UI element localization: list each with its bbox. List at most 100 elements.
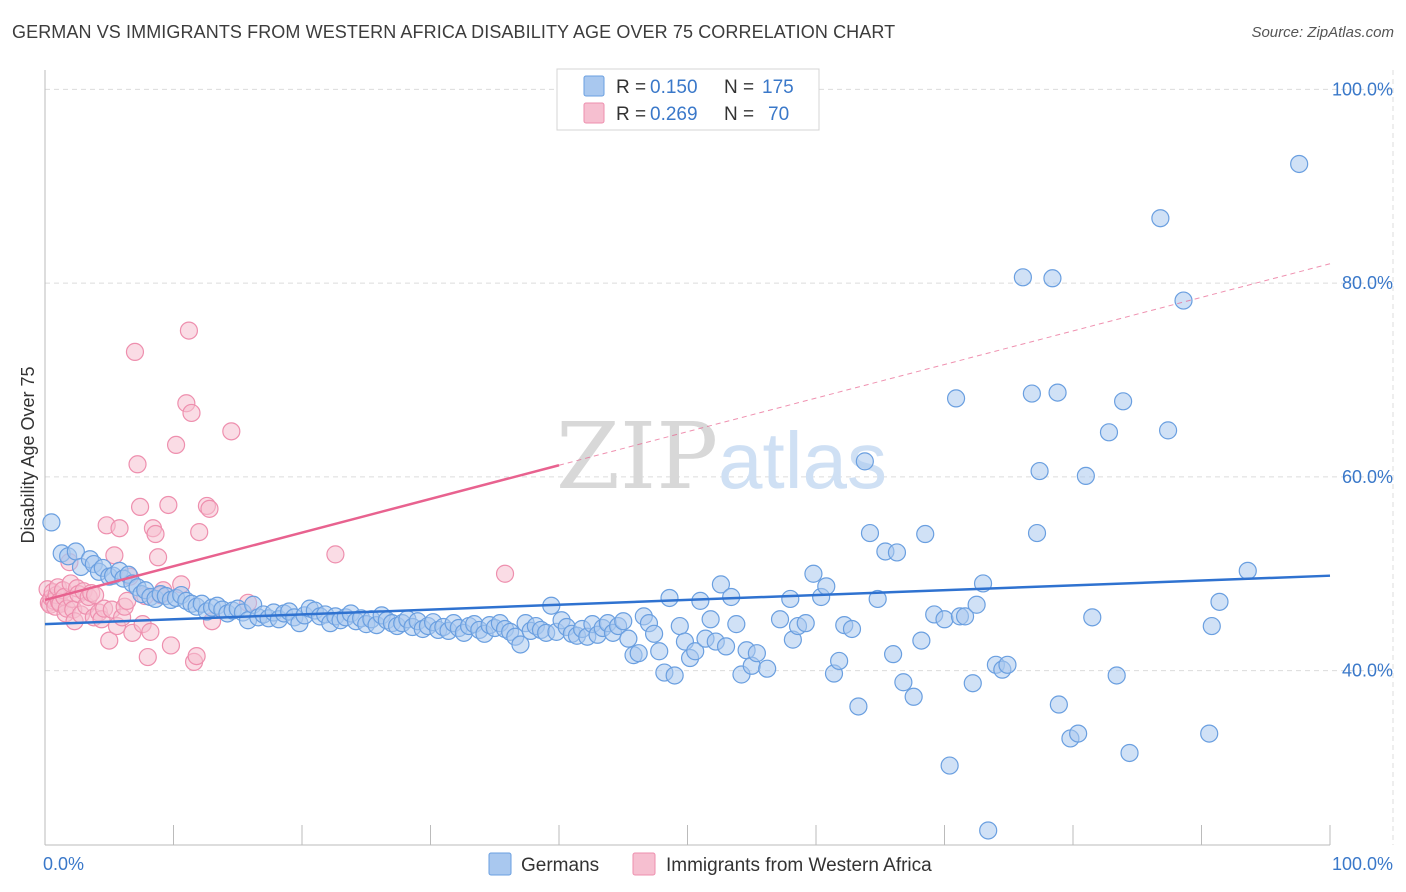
- series-immigrants-points: [38, 321, 515, 672]
- germans-point-184: [1083, 608, 1102, 627]
- immigrants-point-52: [148, 548, 168, 567]
- y-axis-label: Disability Age Over 75: [18, 366, 38, 543]
- legend: R = 0.150 N = 175 R = 0.269 N = 70: [556, 68, 820, 131]
- germans-point-176: [1027, 523, 1047, 543]
- germans-point-192: [1200, 724, 1219, 743]
- germans-point-193: [1202, 616, 1221, 636]
- germans-point-116: [644, 624, 664, 643]
- germans-point-160: [916, 524, 935, 544]
- germans-point-120: [665, 666, 684, 685]
- immigrants-point-57: [166, 435, 186, 455]
- germans-point-145: [817, 577, 836, 596]
- germans-point-194: [1210, 592, 1229, 611]
- germans-point-90: [511, 635, 530, 654]
- y-tick-label-3: 100.0%: [1332, 79, 1393, 99]
- germans-point-153: [868, 589, 887, 609]
- germans-point-150: [849, 697, 868, 716]
- germans-point-162: [935, 610, 954, 629]
- x-tick-label-0: 0.0%: [43, 854, 84, 874]
- germans-point-0: [42, 513, 61, 532]
- germans-point-167: [963, 674, 982, 693]
- germans-point-111: [619, 629, 638, 648]
- immigrants-point-44: [128, 455, 147, 474]
- immigrants-point-51: [146, 524, 165, 544]
- y-tick-label-0: 40.0%: [1342, 661, 1393, 681]
- immigrants-point-56: [161, 636, 181, 655]
- germans-point-163: [940, 756, 959, 775]
- immigrants-point-43: [125, 342, 145, 362]
- germans-point-158: [904, 687, 923, 706]
- legend-swatch-immigrants: [583, 102, 605, 124]
- germans-point-129: [711, 575, 731, 594]
- germans-point-157: [894, 673, 913, 692]
- y-tick-label-1: 60.0%: [1342, 467, 1393, 487]
- legend-n-label-2: N =: [724, 104, 754, 125]
- x-tick-label-1: 100.0%: [1332, 854, 1393, 874]
- legend-r-value-2: 0.269: [650, 104, 698, 125]
- immigrants-point-60: [179, 321, 199, 340]
- bottom-legend-immigrants: Immigrants from Western Africa: [666, 855, 932, 876]
- immigrants-trend-extension: [558, 263, 1331, 466]
- legend-n-label-1: N =: [724, 77, 754, 98]
- immigrants-point-61: [182, 403, 201, 423]
- germans-point-195: [1238, 561, 1257, 580]
- immigrants-point-66: [200, 499, 219, 518]
- germans-point-189: [1151, 209, 1170, 228]
- germans-point-151: [855, 452, 874, 471]
- legend-r-value-1: 0.150: [650, 77, 698, 98]
- trend-lines: [44, 263, 1331, 626]
- germans-point-130: [716, 637, 736, 656]
- germans-point-190: [1158, 421, 1178, 440]
- germans-point-138: [770, 610, 790, 629]
- immigrants-point-64: [190, 522, 209, 542]
- legend-n-value-2: 70: [768, 104, 789, 125]
- germans-point-155: [883, 645, 903, 664]
- germans-point-113: [629, 644, 648, 663]
- immigrants-trend-line: [44, 464, 560, 602]
- germans-point-182: [1069, 724, 1088, 743]
- axes: [44, 70, 1331, 846]
- bottom-legend-germans: Germans: [521, 855, 599, 876]
- germans-point-191: [1174, 291, 1193, 310]
- germans-point-173: [998, 655, 1017, 674]
- bottom-legend: Germans Immigrants from Western Africa: [488, 852, 932, 876]
- germans-point-164: [946, 389, 966, 408]
- bottom-legend-swatch-immigrants: [632, 852, 656, 876]
- legend-r-label-2: R =: [616, 104, 646, 125]
- germans-point-119: [660, 588, 679, 608]
- immigrants-point-68: [222, 422, 241, 441]
- legend-swatch-germans: [583, 75, 605, 97]
- source-credit: Source: ZipAtlas.com: [1251, 24, 1394, 41]
- germans-point-180: [1049, 695, 1068, 714]
- grid-lines: [45, 70, 1394, 845]
- y-tick-label-2: 80.0%: [1342, 273, 1393, 293]
- germans-point-170: [979, 821, 998, 840]
- germans-point-132: [727, 615, 746, 634]
- germans-point-179: [1048, 383, 1067, 402]
- germans-point-139: [781, 589, 800, 609]
- immigrants-point-70: [326, 545, 345, 564]
- germans-point-188: [1120, 743, 1139, 763]
- immigrants-point-71: [495, 564, 515, 583]
- germans-point-166: [955, 607, 975, 626]
- germans-point-186: [1107, 666, 1126, 685]
- bottom-legend-swatch-germans: [488, 852, 512, 876]
- immigrants-point-37: [110, 519, 129, 538]
- immigrants-point-33: [100, 631, 119, 650]
- immigrants-point-49: [141, 622, 160, 641]
- germans-point-137: [758, 659, 777, 678]
- germans-point-168: [967, 595, 986, 614]
- immigrants-point-45: [130, 497, 150, 517]
- y-tick-labels: 40.0% 60.0% 80.0% 100.0%: [1332, 79, 1393, 680]
- germans-point-117: [650, 642, 669, 661]
- legend-r-label-1: R =: [616, 77, 646, 98]
- germans-point-121: [670, 616, 689, 636]
- germans-point-187: [1114, 392, 1133, 411]
- immigrants-point-55: [159, 495, 178, 515]
- germans-point-110: [614, 612, 633, 631]
- germans-point-196: [1290, 154, 1309, 174]
- germans-point-185: [1099, 423, 1119, 442]
- germans-point-183: [1076, 466, 1095, 486]
- immigrants-point-48: [138, 647, 157, 667]
